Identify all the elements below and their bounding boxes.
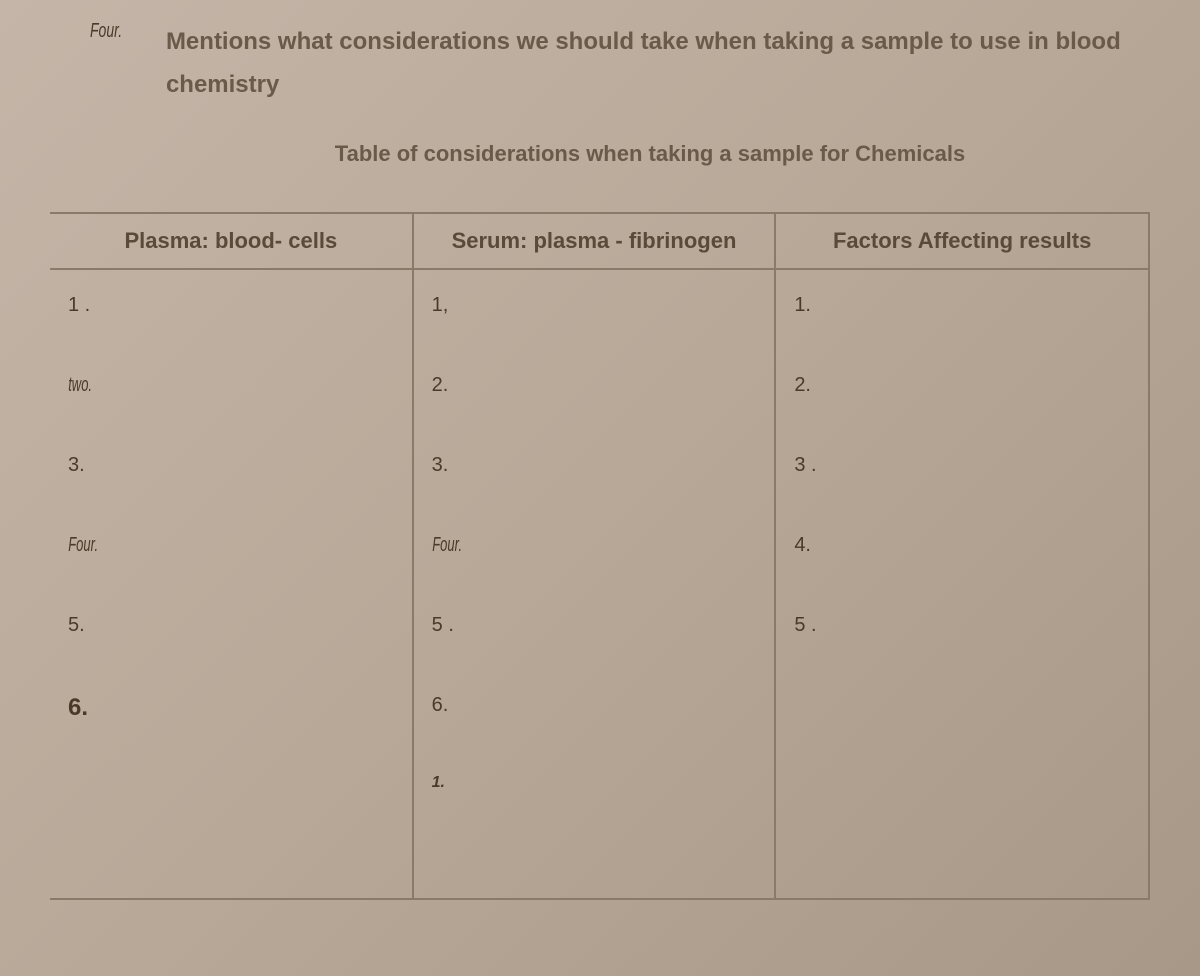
table-row: 3 .: [776, 440, 1148, 520]
table-row: two.: [50, 360, 285, 440]
question-header: Four. Mentions what considerations we sh…: [40, 20, 1160, 106]
table-row: 6.: [414, 680, 775, 760]
cell-factors: 1.2.3 .4.5 .: [775, 269, 1149, 899]
table-row: 1,: [414, 280, 775, 360]
question-number: Four.: [90, 20, 122, 43]
table-row: 5 .: [414, 600, 775, 680]
table-row: Four.: [50, 520, 285, 600]
table-row: 5.: [50, 600, 412, 680]
table-row: 6.: [50, 680, 412, 760]
header-plasma: Plasma: blood- cells: [50, 213, 413, 269]
table-row: 1.: [414, 760, 775, 840]
table-wrapper: Plasma: blood- cells Serum: plasma - fib…: [50, 212, 1150, 900]
cell-serum: 1,2.3.Four.5 .6.1.: [413, 269, 776, 899]
table-row: 1 .: [50, 280, 412, 360]
table-row: Four.: [414, 520, 648, 600]
table-row: 1.: [776, 280, 1148, 360]
question-text: Mentions what considerations we should t…: [166, 20, 1160, 106]
table-row: 3.: [50, 440, 412, 520]
considerations-table: Plasma: blood- cells Serum: plasma - fib…: [50, 212, 1150, 900]
cell-plasma: 1 .two.3.Four.5.6.: [50, 269, 413, 899]
header-serum: Serum: plasma - fibrinogen: [413, 213, 776, 269]
table-row: 4.: [776, 520, 1148, 600]
table-row: 2.: [414, 360, 775, 440]
table-row: 2.: [776, 360, 1148, 440]
table-row: 3.: [414, 440, 775, 520]
table-row: 5 .: [776, 600, 1148, 680]
table-caption: Table of considerations when taking a sa…: [40, 141, 1160, 167]
header-factors: Factors Affecting results: [775, 213, 1149, 269]
